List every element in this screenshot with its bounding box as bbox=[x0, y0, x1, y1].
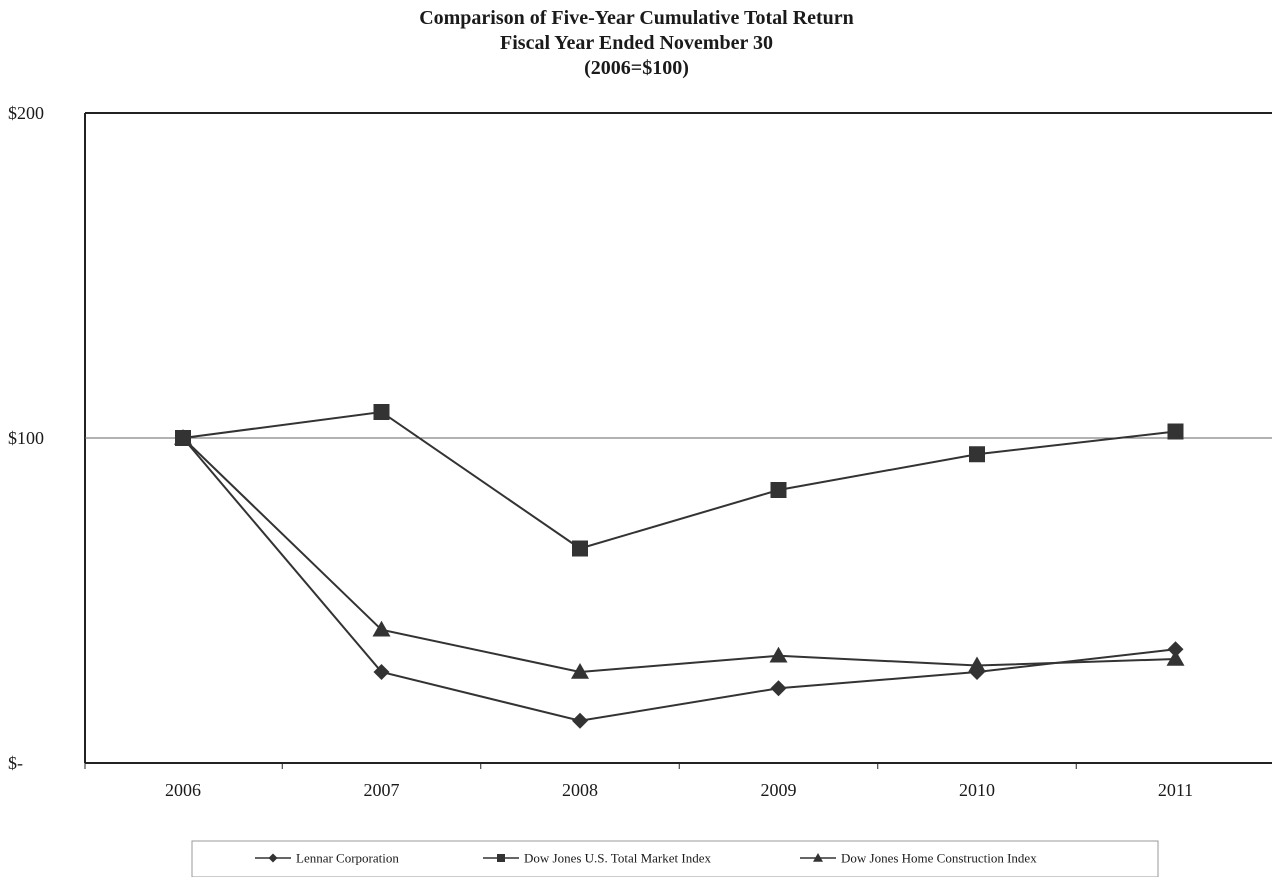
series-markers-diamond bbox=[175, 430, 1184, 729]
x-tick-label: 2010 bbox=[959, 780, 995, 800]
data-point-square bbox=[497, 854, 505, 862]
data-point-diamond bbox=[1167, 641, 1184, 658]
x-tick-label: 2007 bbox=[364, 780, 400, 800]
x-tick-label: 2011 bbox=[1158, 780, 1193, 800]
data-point-triangle bbox=[769, 646, 788, 663]
chart-title: Comparison of Five-Year Cumulative Total… bbox=[419, 7, 854, 29]
chart-subtitle-base: (2006=$100) bbox=[584, 57, 689, 79]
series-diamond bbox=[182, 437, 1176, 722]
data-point-square bbox=[572, 540, 588, 557]
data-point-square bbox=[770, 482, 787, 498]
data-point-square bbox=[373, 404, 390, 420]
x-axis: 2006 2007 2008 2009 2010 2011 bbox=[84, 763, 1193, 800]
data-point-square bbox=[1167, 423, 1184, 440]
x-tick-label: 2009 bbox=[761, 780, 797, 800]
data-point-diamond bbox=[373, 664, 390, 680]
data-point-triangle bbox=[1166, 650, 1185, 666]
y-tick-label: $100 bbox=[8, 428, 44, 448]
series-line bbox=[182, 437, 1176, 674]
data-point-triangle bbox=[813, 853, 823, 862]
series-triangle bbox=[182, 437, 1176, 674]
x-tick-label: 2008 bbox=[562, 780, 598, 800]
series-layer bbox=[174, 404, 1185, 729]
data-point-diamond bbox=[572, 712, 588, 729]
legend-label: Dow Jones U.S. Total Market Index bbox=[524, 851, 711, 866]
data-point-triangle bbox=[968, 656, 986, 673]
data-point-diamond bbox=[268, 853, 278, 863]
data-point-triangle bbox=[174, 429, 192, 445]
legend-label: Lennar Corporation bbox=[296, 851, 399, 866]
series-square bbox=[182, 410, 1176, 550]
data-point-square bbox=[969, 446, 985, 463]
series-line bbox=[182, 410, 1176, 550]
data-point-triangle bbox=[571, 663, 589, 679]
series-line bbox=[182, 437, 1176, 722]
legend-label: Dow Jones Home Construction Index bbox=[841, 851, 1037, 866]
data-point-diamond bbox=[770, 680, 787, 697]
y-tick-label: $- bbox=[8, 753, 23, 773]
legend-box bbox=[191, 840, 1159, 877]
data-point-triangle bbox=[372, 620, 391, 637]
series-markers-triangle bbox=[174, 429, 1185, 679]
y-axis: $200 $100 $- bbox=[8, 103, 44, 773]
series-markers-square bbox=[175, 404, 1184, 557]
chart-title-block: Comparison of Five-Year Cumulative Total… bbox=[0, 6, 1273, 81]
chart-subtitle: Fiscal Year Ended November 30 bbox=[500, 32, 773, 54]
legend: Lennar Corporation Dow Jones U.S. Total M… bbox=[191, 840, 1159, 877]
x-tick-label: 2006 bbox=[165, 780, 201, 800]
y-tick-label: $200 bbox=[8, 103, 44, 123]
